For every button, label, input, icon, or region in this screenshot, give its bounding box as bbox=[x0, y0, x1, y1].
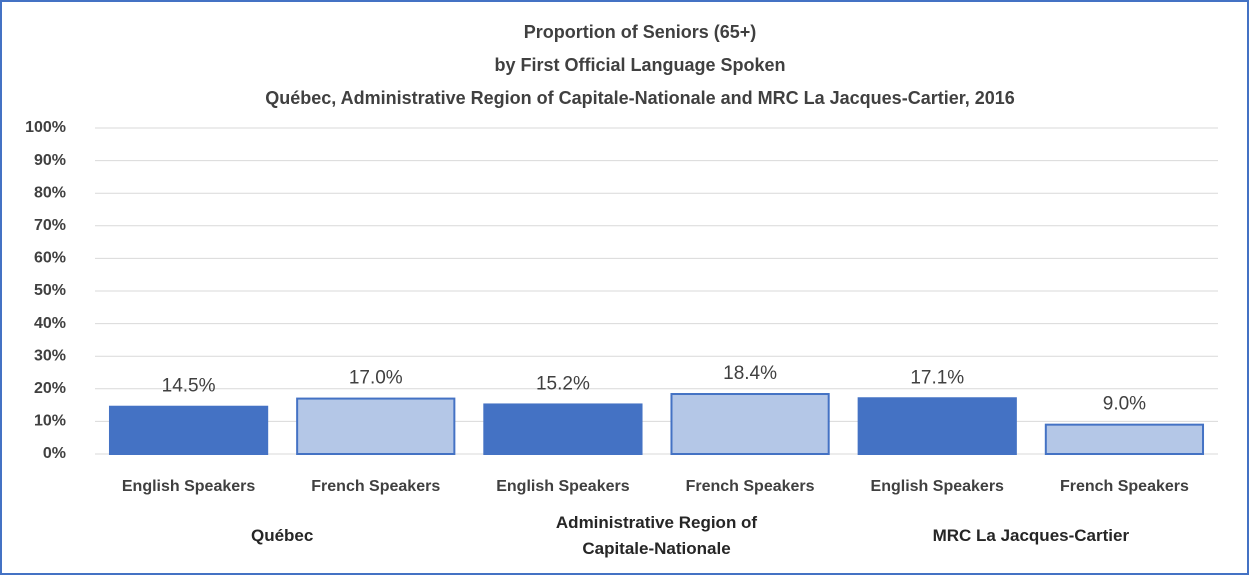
x-tick-label: French Speakers bbox=[311, 478, 440, 495]
x-tick-label: English Speakers bbox=[871, 478, 1004, 495]
y-tick-label: 10% bbox=[34, 413, 66, 430]
y-tick-label: 80% bbox=[34, 184, 66, 201]
data-label: 9.0% bbox=[1103, 394, 1146, 415]
y-tick-label: 90% bbox=[34, 152, 66, 169]
data-label: 17.1% bbox=[910, 367, 964, 388]
bar bbox=[108, 405, 269, 456]
bar bbox=[857, 397, 1017, 455]
bar bbox=[296, 397, 456, 455]
x-tick-label: French Speakers bbox=[686, 478, 815, 495]
chart-subtitle: by First Official Language Spoken bbox=[494, 55, 785, 75]
y-tick-label: 70% bbox=[34, 217, 66, 234]
chart-title: Proportion of Seniors (65+) bbox=[524, 22, 757, 42]
y-tick-label: 50% bbox=[34, 282, 66, 299]
group-label: Administrative Region of Capitale-Nation… bbox=[555, 513, 758, 558]
data-label: 14.5% bbox=[162, 376, 216, 397]
y-tick-label: 100% bbox=[25, 119, 66, 136]
group-label: Québec bbox=[250, 526, 314, 545]
y-tick-label: 20% bbox=[34, 380, 66, 397]
bar bbox=[670, 393, 830, 455]
chart-subtitle: Québec, Administrative Region of Capital… bbox=[265, 88, 1015, 108]
x-tick-label: French Speakers bbox=[1060, 478, 1189, 495]
y-tick-label: 0% bbox=[43, 445, 66, 462]
data-label: 15.2% bbox=[536, 373, 590, 394]
data-label: 17.0% bbox=[349, 368, 403, 389]
group-label: MRC La Jacques-Cartier bbox=[932, 526, 1130, 545]
data-label: 18.4% bbox=[723, 363, 777, 384]
x-tick-label: English Speakers bbox=[122, 478, 255, 495]
bar bbox=[483, 403, 643, 455]
bar bbox=[1044, 423, 1205, 456]
y-tick-label: 30% bbox=[34, 347, 66, 364]
x-tick-label: English Speakers bbox=[496, 478, 629, 495]
y-tick-label: 60% bbox=[34, 250, 66, 267]
y-tick-label: 40% bbox=[34, 315, 66, 332]
